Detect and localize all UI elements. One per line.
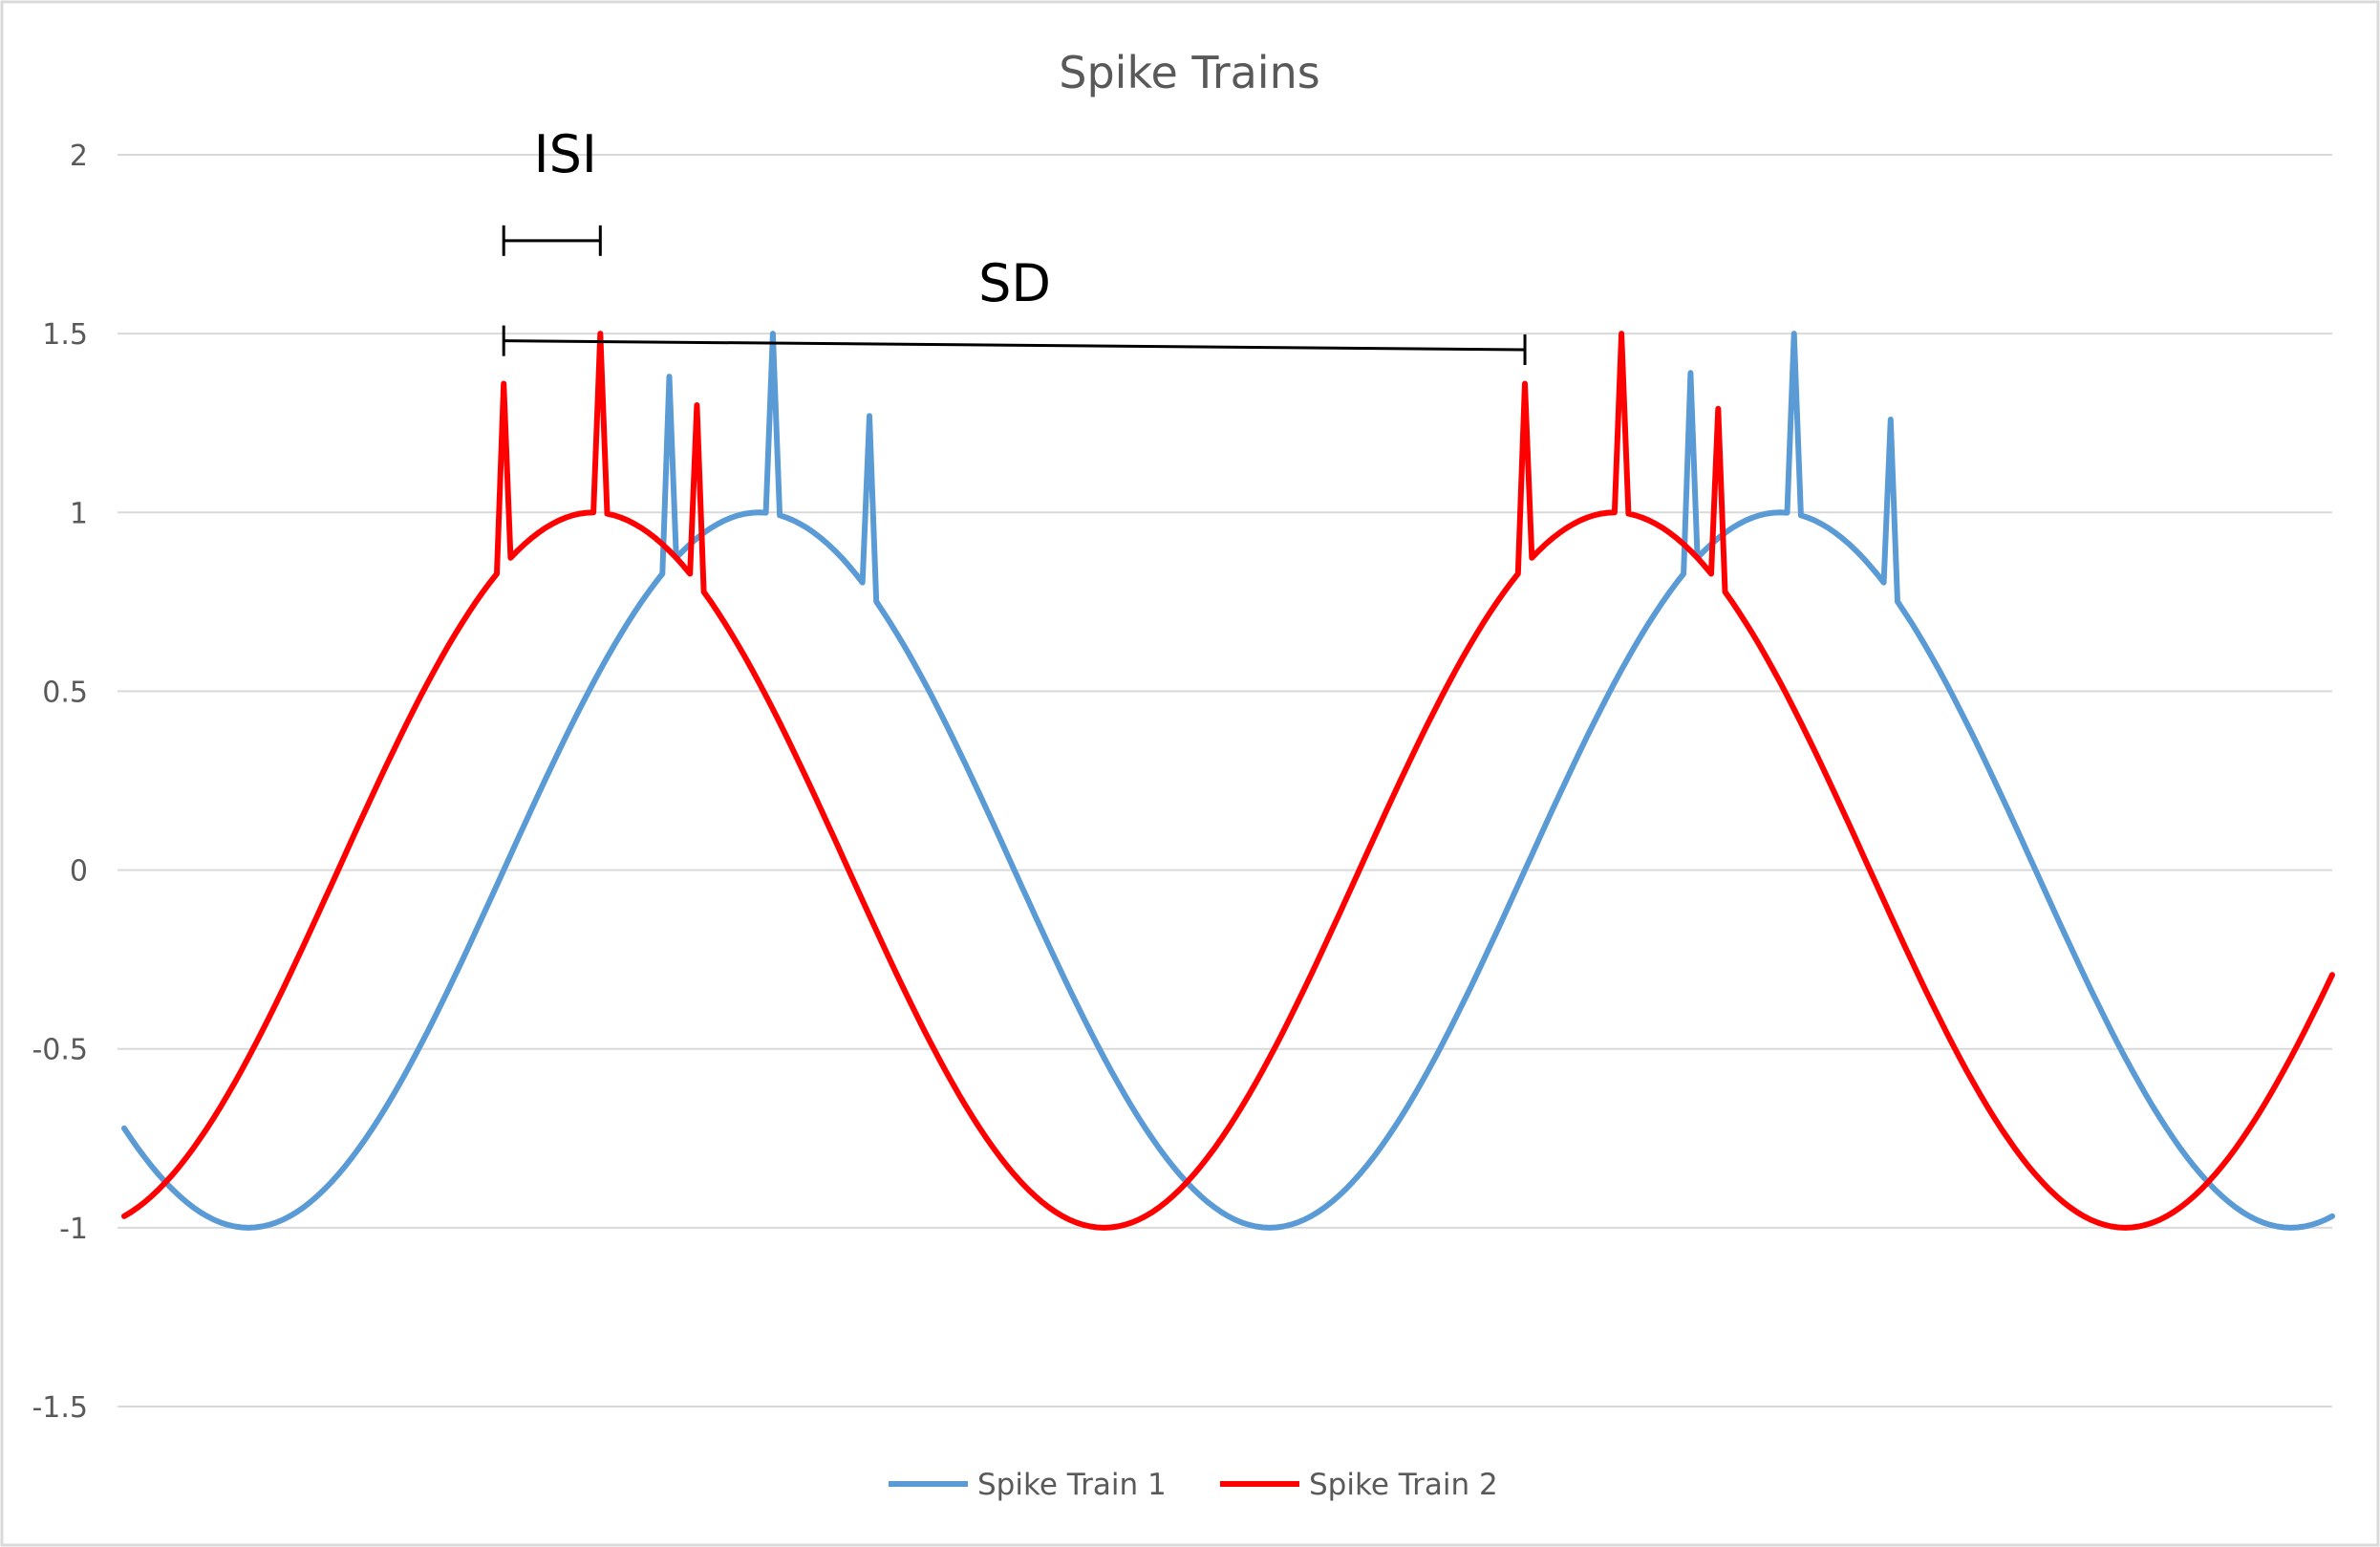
y-tick-label: 0.5 (42, 676, 88, 709)
annotation-sd-bracket-line (504, 339, 1526, 352)
y-tick-label: 1.5 (42, 318, 88, 352)
y-tick-label: -1 (59, 1213, 88, 1246)
chart-title: Spike Trains (1059, 47, 1319, 98)
y-tick-label: -1.5 (32, 1391, 88, 1425)
y-tick-label: 1 (70, 497, 88, 530)
y-tick-label: 2 (70, 140, 88, 173)
legend: Spike Train 1 Spike Train 2 (889, 1468, 1498, 1502)
annotation-sd-label: SD (978, 253, 1051, 313)
annotations: ISI SD (502, 124, 1527, 365)
series-line-1 (121, 331, 2335, 1231)
y-tick-label: 0 (70, 855, 88, 889)
legend-label-1: Spike Train 1 (977, 1468, 1167, 1502)
y-tick-label: -0.5 (32, 1034, 88, 1067)
series-line-2 (121, 331, 2335, 1231)
series-lines (121, 331, 2335, 1231)
legend-label-2: Spike Train 2 (1309, 1468, 1498, 1502)
y-axis-ticks: 2 1.5 1 0.5 0 -0.5 -1 -1.5 (32, 140, 88, 1425)
gridlines (118, 154, 2332, 1407)
annotation-isi-label: ISI (534, 124, 597, 184)
